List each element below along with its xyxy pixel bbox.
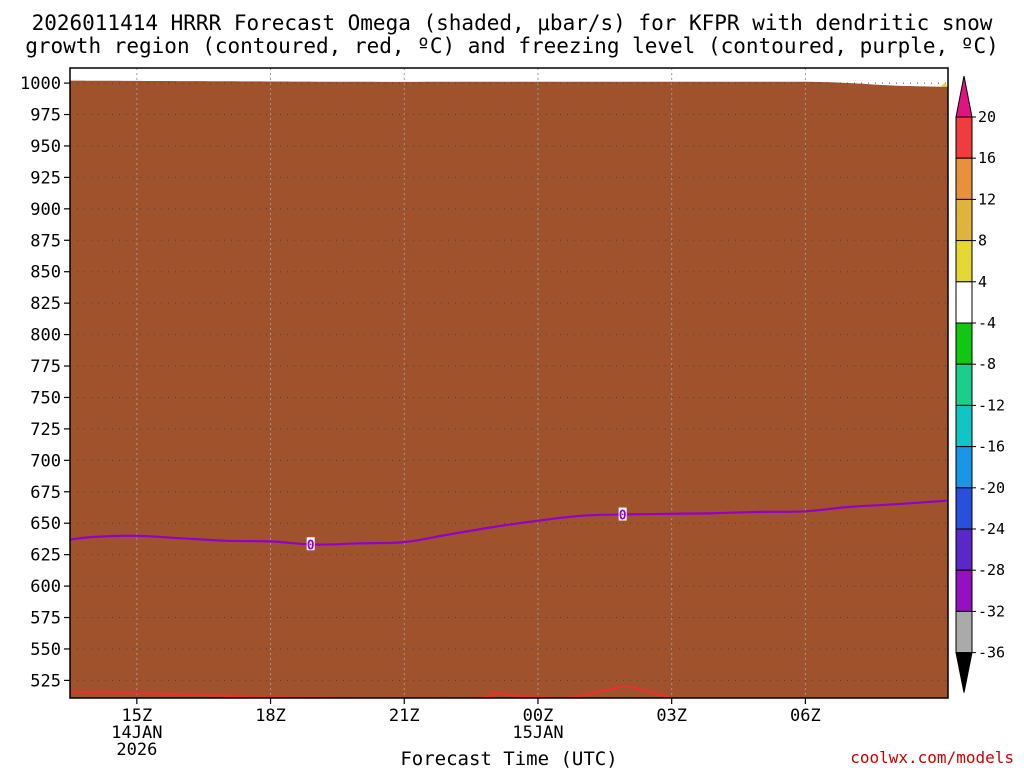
colorbar-label: -32 [978, 602, 1005, 620]
y-tick-label: 825 [30, 294, 61, 314]
colorbar-label: -24 [978, 520, 1005, 538]
x-tick-year: 2026 [116, 740, 157, 760]
colorbar-swatch-12 [955, 610, 973, 654]
x-tick-date: 15JAN [512, 723, 563, 743]
colorbar-swatch-7 [955, 404, 973, 448]
colorbar-swatch-0 [955, 116, 973, 159]
y-tick-label: 700 [30, 451, 61, 471]
credit-text: coolwx.com/models [850, 748, 1014, 767]
colorbar-swatch-9 [955, 487, 973, 530]
colorbar-top-arrow [955, 75, 973, 118]
colorbar-label: 20 [978, 108, 996, 126]
colorbar-swatch-4 [955, 281, 973, 324]
colorbar-swatch-5 [955, 322, 973, 365]
y-tick-label: 950 [30, 137, 61, 157]
colorbar-label: 4 [978, 273, 987, 291]
colorbar-label: -8 [978, 355, 996, 373]
y-tick-label: 775 [30, 357, 61, 377]
x-tick-date: 14JAN [111, 723, 162, 743]
pressure-axis: 525 550 575 600 625 650 675 700 725 750 775 800 825 8… [20, 74, 70, 691]
ground-terrain [70, 80, 948, 698]
x-tick-label: 15Z [121, 706, 152, 726]
y-tick-label: 925 [30, 168, 61, 188]
y-tick-label: 875 [30, 231, 61, 251]
plot-frame [69, 67, 949, 699]
colorbar-swatch-6 [955, 363, 973, 406]
colorbar-legend: 20 16 12 8 4 -4 -8 -12 -16 -20 -24 -28 -32 -36 [955, 75, 1005, 693]
contour-layer [70, 499, 948, 698]
y-tick-label: 525 [30, 671, 61, 691]
contour-label-bg-0 [306, 537, 315, 551]
colorbar-label: -36 [978, 644, 1005, 662]
y-tick-label: 675 [30, 483, 61, 503]
colorbar-bottom-arrow [955, 652, 973, 693]
colorbar-swatch-2 [955, 198, 973, 242]
y-tick-label: 750 [30, 388, 61, 408]
x-tick-label: 21Z [389, 706, 420, 726]
colorbar-swatch-1 [955, 157, 973, 200]
colorbar-label: -20 [978, 479, 1005, 497]
y-tick-label: 650 [30, 514, 61, 534]
y-tick-label: 850 [30, 263, 61, 283]
chart-title-line2: growth region (contoured, red, ºC) and f… [25, 34, 999, 58]
x-tick-label: 03Z [656, 706, 687, 726]
colorbar-label: -16 [978, 438, 1005, 456]
y-tick-label: 800 [30, 326, 61, 346]
colorbar-label: 16 [978, 149, 996, 167]
omega-shading-layer [70, 80, 948, 698]
y-tick-label: 575 [30, 609, 61, 629]
y-tick-label: 600 [30, 577, 61, 597]
freezing-level-label: 0 [307, 538, 315, 553]
x-tick-label: 00Z [523, 706, 554, 726]
plot-grid [70, 68, 948, 698]
colorbar-label: -4 [978, 314, 996, 332]
y-tick-label: 900 [30, 200, 61, 220]
contour-0 [70, 685, 672, 698]
colorbar-swatch-8 [955, 446, 973, 489]
colorbar-swatch-11 [955, 569, 973, 612]
contour-label-bg-1 [618, 507, 627, 521]
colorbar-label: 12 [978, 190, 996, 208]
colorbar-swatch-3 [955, 240, 973, 283]
y-tick-label: 1000 [20, 74, 61, 94]
freezing-level-label: 0 [619, 509, 627, 524]
contour-labels: 00 [306, 507, 627, 553]
colorbar-label: -12 [978, 396, 1005, 414]
y-tick-label: 975 [30, 106, 61, 126]
chart-title-line1: 2026011414 HRRR Forecast Omega (shaded, … [32, 11, 993, 35]
x-axis-label: Forecast Time (UTC) [400, 748, 617, 768]
y-tick-label: 550 [30, 640, 61, 660]
y-tick-label: 725 [30, 420, 61, 440]
x-tick-label: 18Z [255, 706, 286, 726]
colorbar-label: 8 [978, 232, 987, 250]
y-tick-label: 625 [30, 546, 61, 566]
x-tick-label: 06Z [790, 706, 821, 726]
colorbar-label: -28 [978, 561, 1005, 579]
contour-1 [70, 499, 948, 546]
colorbar-swatch-10 [955, 528, 973, 571]
